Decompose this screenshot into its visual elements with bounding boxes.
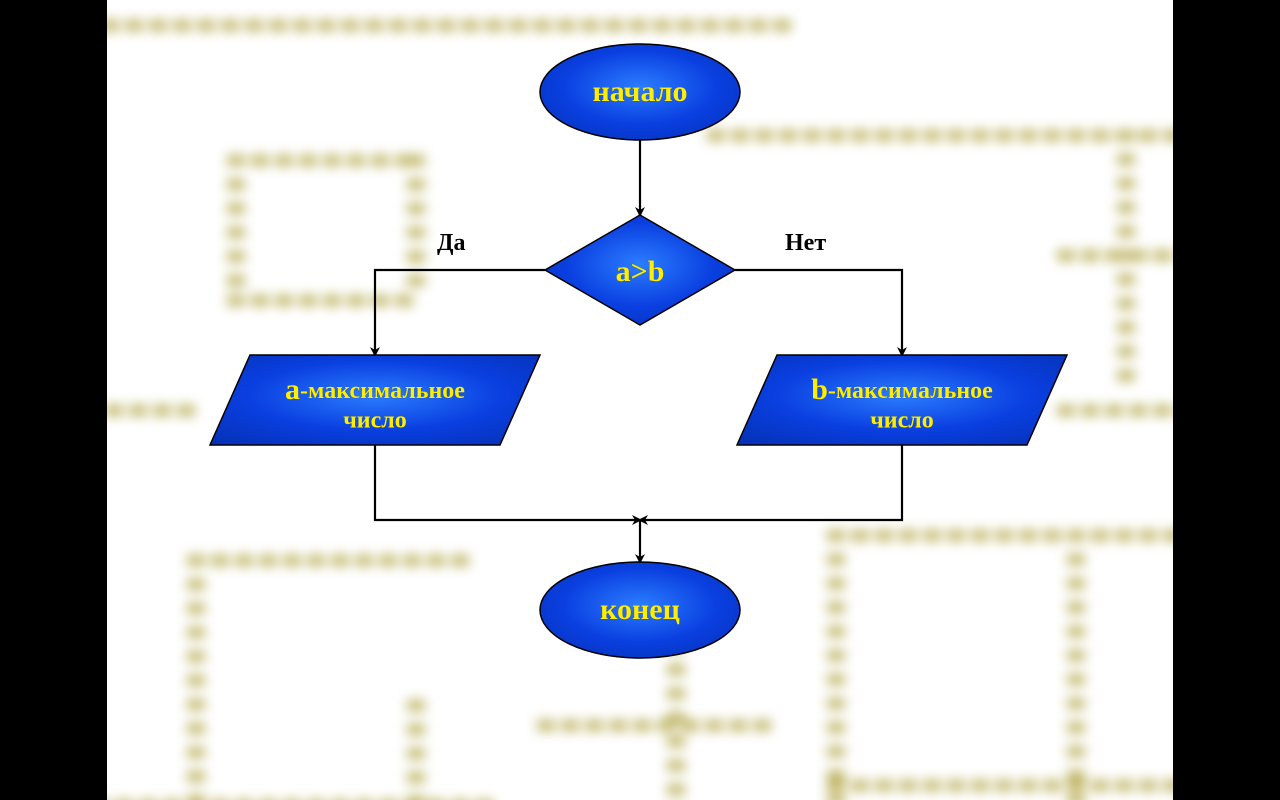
outA-label-line1: a-максимальное [285,373,465,406]
outA-label-line2: число [343,408,406,434]
edge-label: Да [437,230,466,256]
edge-label: Нет [785,230,826,256]
edge [640,445,902,520]
start-label: начало [592,75,687,108]
end-label: конец [600,593,680,626]
flowchart-svg: началоa>ba-максимальноечислоb-максимальн… [107,0,1173,800]
edge [735,270,902,355]
cond-label: a>b [616,255,665,288]
stage: началоa>ba-максимальноечислоb-максимальн… [0,0,1280,800]
outB-label-line2: число [870,408,933,434]
edges [375,140,902,562]
flowchart: началоa>ba-максимальноечислоb-максимальн… [107,0,1173,800]
edge [375,445,640,520]
outB-label-line1: b-максимальное [811,373,993,406]
slide: началоa>ba-максимальноечислоb-максимальн… [107,0,1173,800]
edge [375,270,545,355]
nodes: началоa>ba-максимальноечислоb-максимальн… [210,44,1067,658]
